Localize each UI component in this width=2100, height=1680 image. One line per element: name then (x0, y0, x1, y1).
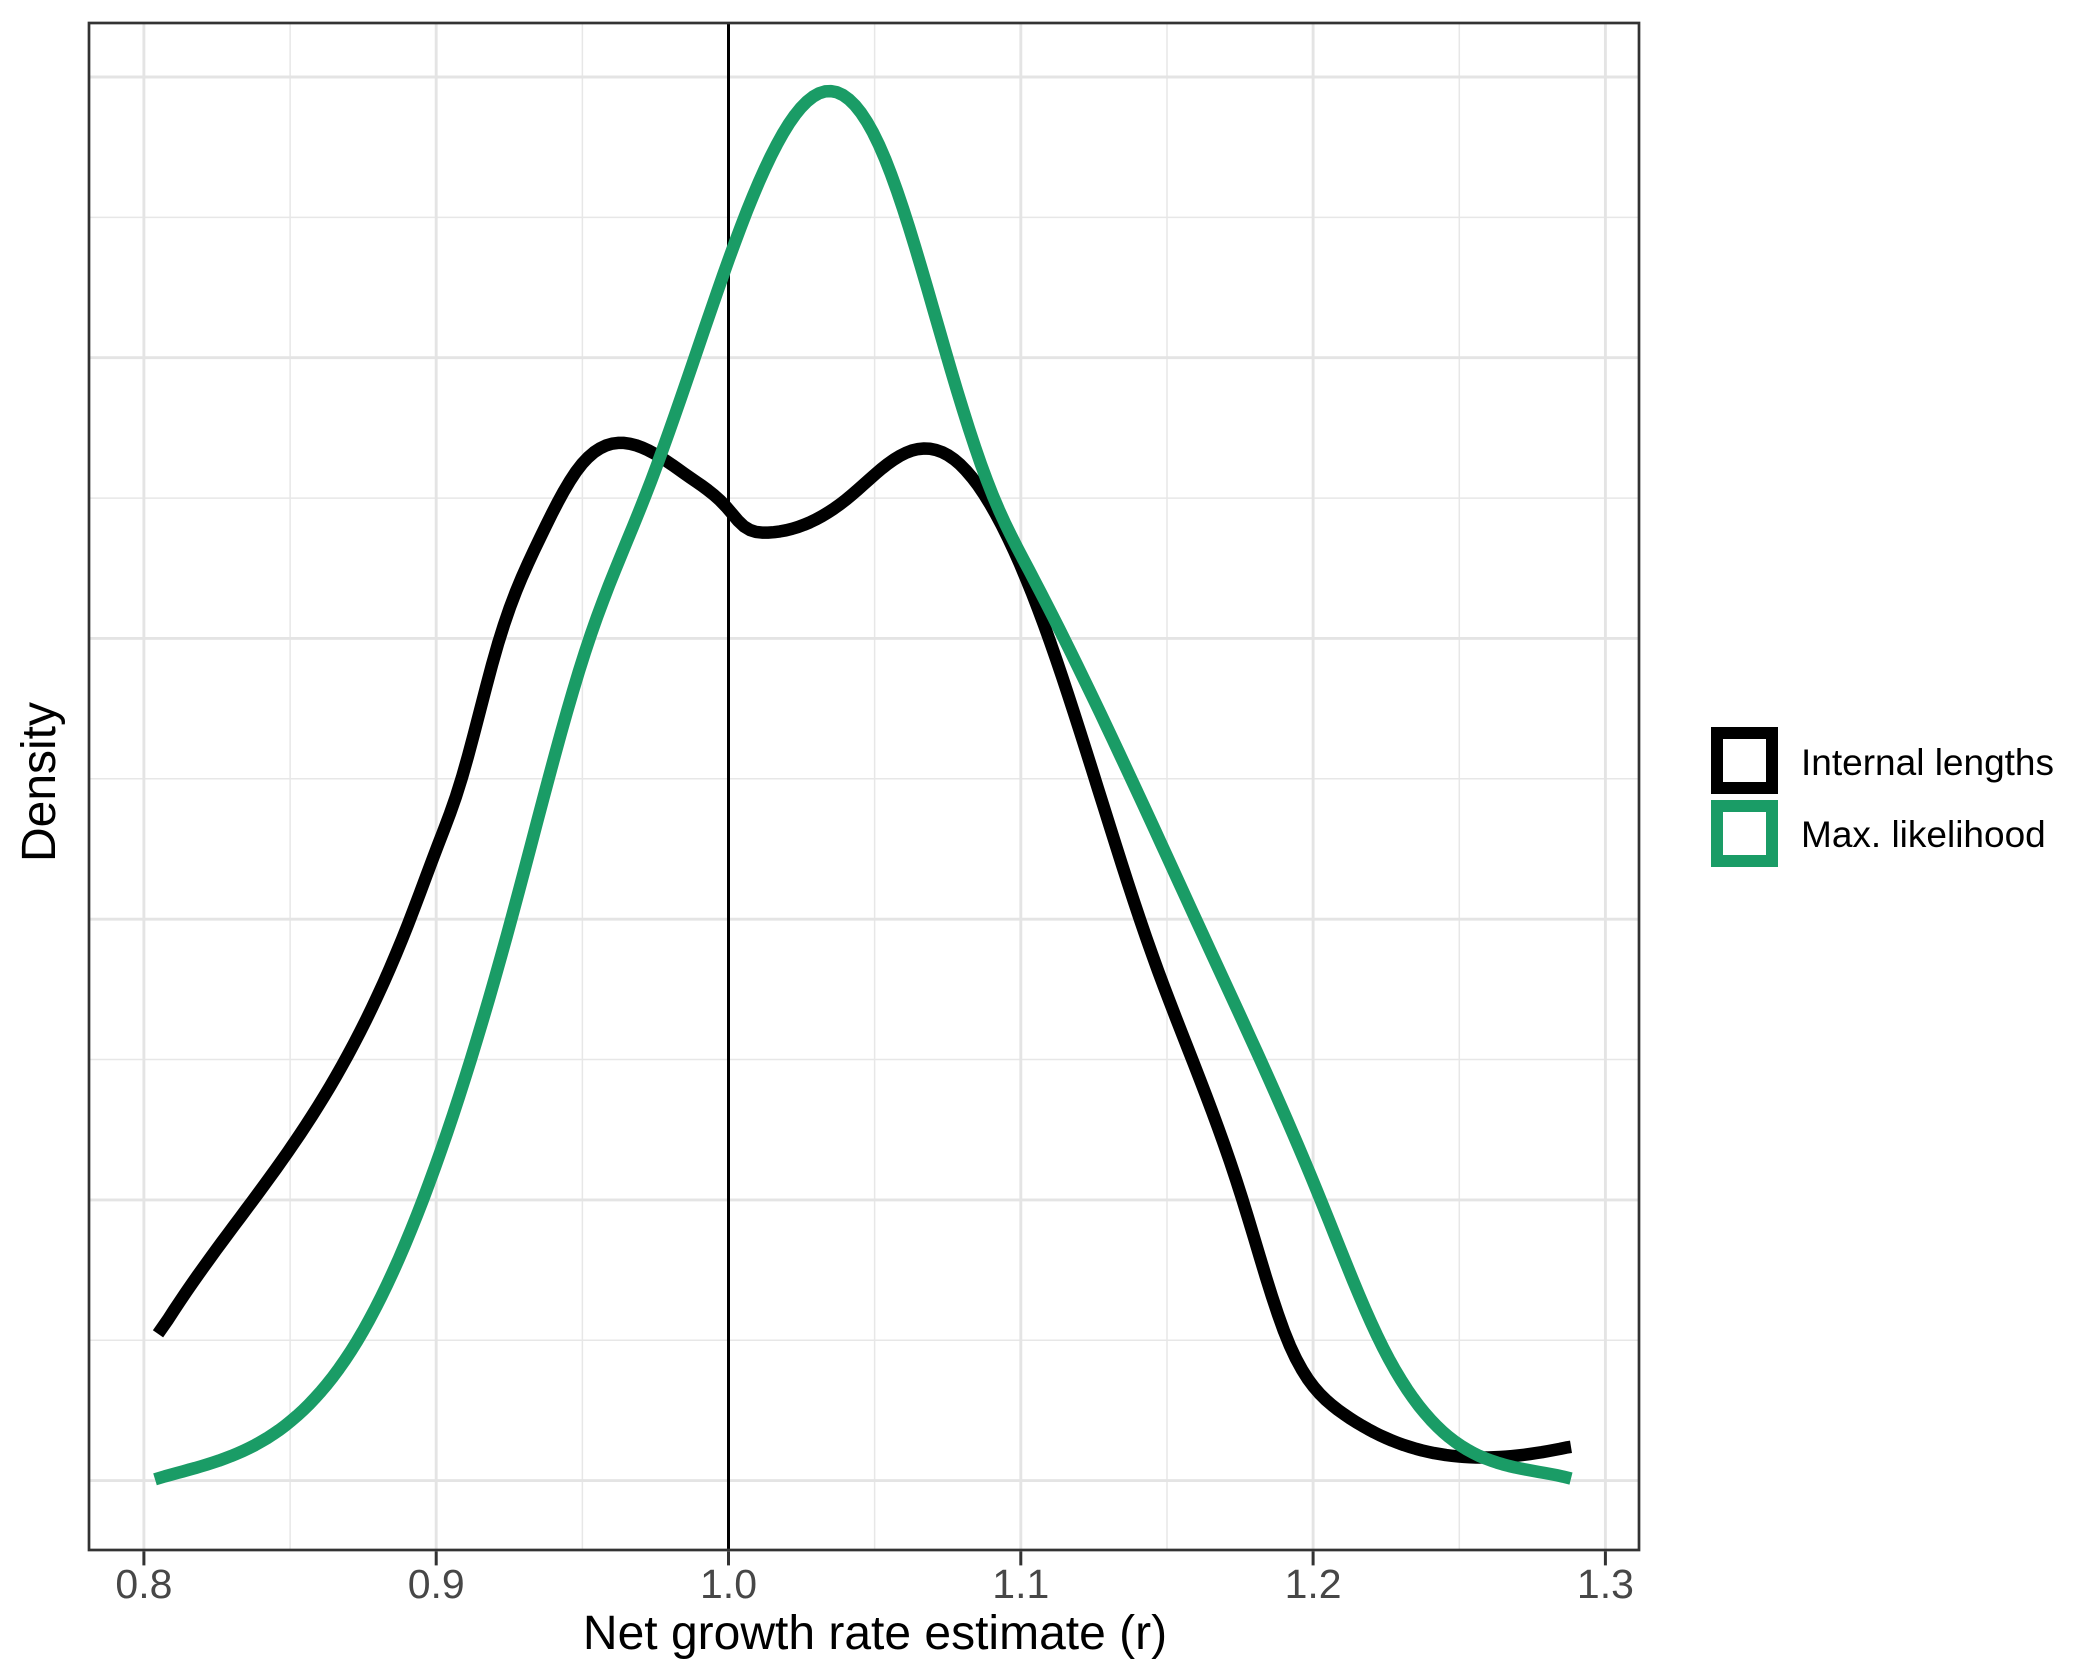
svg-text:0.9: 0.9 (408, 1561, 465, 1607)
svg-text:1.0: 1.0 (700, 1561, 757, 1607)
svg-text:Max. likelihood: Max. likelihood (1801, 814, 2046, 855)
svg-text:1.2: 1.2 (1285, 1561, 1342, 1607)
svg-text:Net growth rate estimate (r): Net growth rate estimate (r) (583, 1607, 1167, 1660)
svg-text:Internal lengths: Internal lengths (1801, 742, 2054, 783)
svg-text:Density: Density (13, 702, 66, 862)
svg-text:0.8: 0.8 (115, 1561, 172, 1607)
svg-text:1.3: 1.3 (1577, 1561, 1634, 1607)
svg-text:1.1: 1.1 (992, 1561, 1049, 1607)
